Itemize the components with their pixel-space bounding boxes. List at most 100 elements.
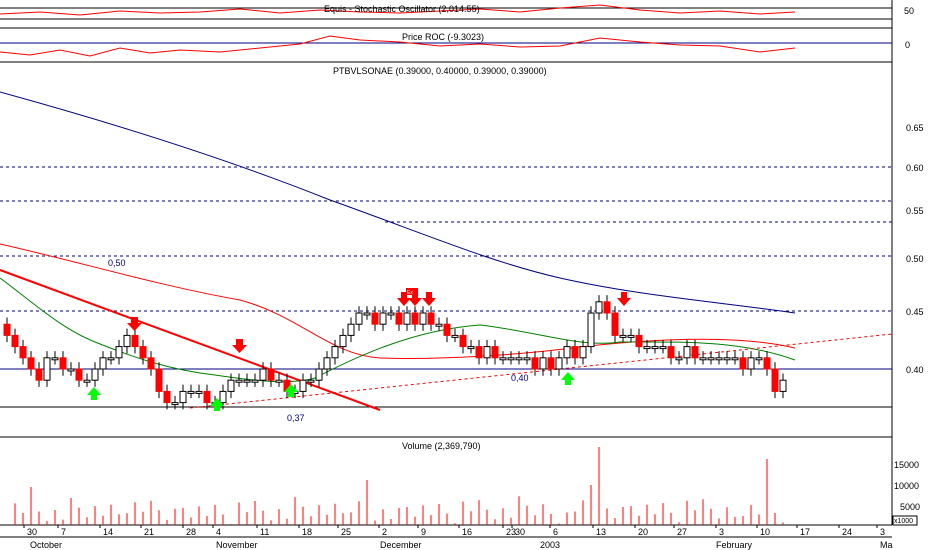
candle-body [195, 390, 203, 394]
candle-body [459, 334, 467, 348]
sell-arrow [232, 339, 247, 353]
candle-body [499, 357, 507, 361]
sell-arrow [617, 292, 631, 306]
x-tick-label: 20 [638, 527, 648, 537]
candle-body [531, 357, 539, 370]
roc-line [0, 35, 796, 57]
price-tick-045: 0.45 [906, 307, 924, 317]
candle-body [11, 334, 19, 348]
x-tick-label: 30 [515, 527, 525, 537]
volume-series [14, 447, 784, 525]
price-axis: 0.65 0.60 0.55 0.50 0.45 0.40 [906, 123, 924, 375]
candle-body [675, 357, 683, 361]
volume-tick-5000: 5000 [900, 502, 920, 512]
x-tick-label: 23 [506, 527, 516, 537]
candle-body [667, 346, 675, 359]
sell-arrow [422, 292, 436, 306]
candle-body [643, 346, 651, 350]
candle-body [619, 334, 627, 338]
candle-body [67, 368, 75, 372]
x-tick-label: 28 [186, 527, 196, 537]
candle-body [227, 379, 235, 392]
x-tick-label: 16 [462, 527, 472, 537]
candle-body [779, 379, 787, 392]
x-tick-label: 2 [382, 527, 387, 537]
candle-body [131, 334, 139, 348]
candle-body [707, 357, 715, 361]
candle-body [507, 357, 515, 361]
x-tick-label: 21 [144, 527, 154, 537]
candle-body [723, 357, 731, 361]
candle-body [323, 357, 331, 370]
price-tick-040: 0.40 [906, 365, 924, 375]
candle-body [155, 368, 163, 392]
candle-body [331, 346, 339, 359]
candle-body [771, 368, 779, 392]
candle-body [659, 346, 667, 350]
x-tick-label: 9 [421, 527, 426, 537]
sell-arrow [408, 292, 422, 306]
x-tick-label: 14 [103, 527, 113, 537]
candle-body [275, 379, 283, 383]
candlestick-series [3, 295, 787, 410]
candle-body [683, 346, 691, 359]
candle-body [27, 357, 35, 370]
price-grid [0, 166, 892, 312]
x-month-label: February [716, 540, 753, 550]
candle-body [763, 357, 771, 370]
candle-body [379, 312, 387, 325]
candle-body [59, 357, 67, 370]
ex-dividend-marker: Ex [406, 288, 418, 296]
candle-body [475, 346, 483, 359]
x-tick-label: 4 [216, 527, 221, 537]
candle-body [451, 334, 459, 338]
candle-body [307, 379, 315, 383]
candle-body [387, 312, 395, 316]
price-tick-060: 0.60 [906, 163, 924, 173]
candle-body [123, 334, 131, 348]
x-tick-label: 3 [880, 527, 885, 537]
x-month-label: 2003 [540, 540, 560, 550]
candle-body [699, 357, 707, 361]
candle-body [739, 357, 747, 370]
candle-body [91, 368, 99, 381]
candle-body [395, 312, 403, 325]
candle-body [75, 368, 83, 381]
equis-line [0, 4, 796, 16]
candle-body [83, 379, 91, 383]
candle-body [635, 334, 643, 348]
x-month-label: October [30, 540, 62, 550]
roc-title: Price ROC (-9.3023) [402, 32, 484, 42]
candle-body [483, 346, 491, 359]
candle-body [563, 346, 571, 359]
price-title: PTBVLSONAE (0.39000, 0.40000, 0.39000, 0… [333, 66, 547, 76]
candle-body [3, 323, 11, 336]
candle-body [235, 379, 243, 383]
candle-body [603, 301, 611, 314]
ma-mid-line [0, 243, 796, 359]
volume-axis: 15000 10000 5000 [894, 460, 920, 512]
candle-body [555, 357, 563, 370]
x-month-label: Ma [880, 540, 893, 550]
candle-body [115, 346, 123, 359]
equis-tick-50: 50 [904, 6, 914, 16]
price-panel: PTBVLSONAE (0.39000, 0.40000, 0.39000, 0… [0, 66, 924, 423]
x-tick-label: 30 [27, 527, 37, 537]
candle-body [579, 346, 587, 359]
x-tick-label: 7 [61, 527, 66, 537]
x-tick-label: 24 [842, 527, 852, 537]
candle-body [267, 368, 275, 381]
candle-body [403, 312, 411, 325]
trendline-down [0, 269, 381, 411]
equis-title: Equis - Stochastic Oscillator (2,014.55) [324, 4, 480, 14]
candle-body [179, 390, 187, 404]
candle-body [443, 323, 451, 336]
annotation-050: 0,50 [108, 258, 126, 268]
annotation-040: 0,40 [511, 373, 529, 383]
candle-body [747, 357, 755, 370]
candle-body [539, 357, 547, 370]
candle-body [419, 312, 427, 325]
volume-tick-15000: 15000 [894, 460, 919, 470]
